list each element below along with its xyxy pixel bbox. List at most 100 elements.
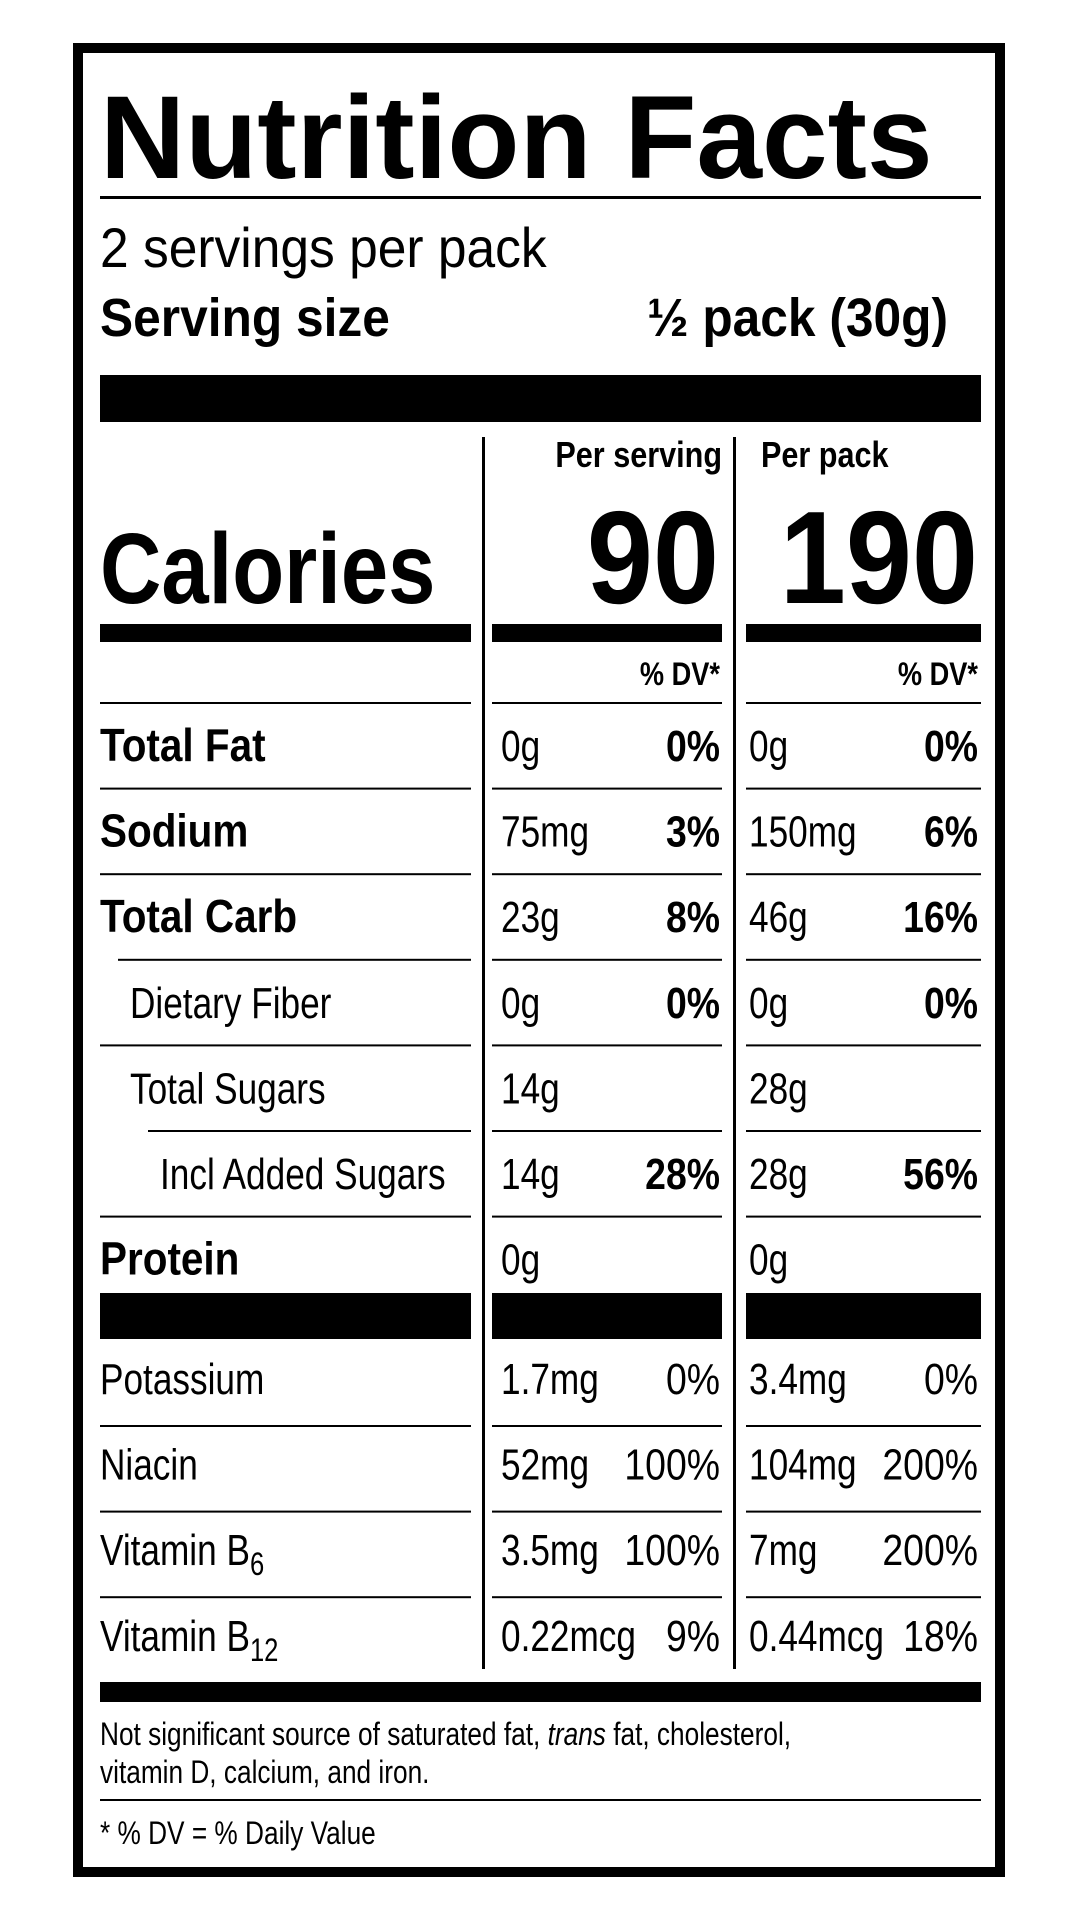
rule <box>746 1425 981 1427</box>
rule <box>100 1510 471 1513</box>
rule <box>492 873 722 876</box>
nutrient-label: Dietary Fiber <box>130 979 331 1028</box>
amount: 46g <box>749 894 808 943</box>
rule <box>492 787 722 790</box>
rule <box>100 1596 471 1599</box>
amount: 52mg <box>501 1441 589 1490</box>
rule <box>100 1425 471 1427</box>
nutrient-label: Potassium <box>100 1355 264 1404</box>
rule <box>100 1044 471 1047</box>
rule <box>746 1596 981 1599</box>
rule <box>746 787 981 790</box>
percent-dv: 3% <box>666 807 720 857</box>
label-subscript: 12 <box>250 1633 278 1668</box>
percent-dv: 100% <box>624 1525 720 1575</box>
nutrient-label: Vitamin B12 <box>100 1612 278 1668</box>
percent-dv: 9% <box>666 1611 720 1661</box>
rule <box>148 1130 471 1132</box>
rule <box>100 787 471 790</box>
label-subscript: 6 <box>250 1548 264 1583</box>
percent-dv: 200% <box>882 1440 978 1490</box>
percent-dv: 8% <box>666 892 720 942</box>
label-text: Vitamin B <box>100 1612 250 1661</box>
nutrient-label: Protein <box>100 1234 239 1285</box>
amount: 0g <box>749 1236 788 1285</box>
label-text: Niacin <box>100 1441 198 1490</box>
amount: 23g <box>501 894 560 943</box>
amount: 28g <box>749 1150 808 1199</box>
calories-value: 190 <box>780 483 978 631</box>
amount: 28g <box>749 1065 808 1114</box>
rule <box>492 1596 722 1599</box>
serving-size-value: ½ pack (30g) <box>647 287 948 347</box>
percent-dv: 18% <box>903 1611 978 1661</box>
rule <box>492 1215 722 1218</box>
column-divider <box>482 437 485 1669</box>
amount: 3.4mg <box>749 1355 847 1404</box>
column-header: Per pack <box>761 436 889 476</box>
rule <box>746 958 981 961</box>
rule <box>492 1044 722 1047</box>
title: Nutrition Facts <box>100 72 933 204</box>
dv-note: * % DV = % Daily Value <box>100 1817 376 1852</box>
amount: 0g <box>501 722 540 771</box>
amount: 7mg <box>749 1527 817 1576</box>
rule <box>746 702 981 704</box>
percent-dv: 0% <box>924 1354 978 1404</box>
rule <box>492 1130 722 1132</box>
calories-label: Calories <box>100 512 435 624</box>
rule <box>100 1215 471 1218</box>
amount: 3.5mg <box>501 1527 599 1576</box>
percent-dv: 0% <box>666 721 720 771</box>
nutrient-label: Incl Added Sugars <box>160 1150 446 1199</box>
rule <box>746 1215 981 1218</box>
footnote: vitamin D, calcium, and iron. <box>100 1756 429 1791</box>
nutrient-label: Total Carb <box>100 892 297 943</box>
serving-size-label: Serving size <box>100 287 390 347</box>
amount: 0.44mcg <box>749 1612 884 1661</box>
amount: 0g <box>501 979 540 1028</box>
rule <box>492 1425 722 1427</box>
rule <box>746 1510 981 1513</box>
rule <box>100 702 471 704</box>
nutrient-label: Total Sugars <box>130 1065 326 1114</box>
amount: 0.22mcg <box>501 1612 636 1661</box>
dv-header: % DV* <box>898 657 978 693</box>
percent-dv: 16% <box>903 892 978 942</box>
amount: 14g <box>501 1065 560 1114</box>
amount: 1.7mg <box>501 1355 599 1404</box>
percent-dv: 100% <box>624 1440 720 1490</box>
nutrient-label: Total Fat <box>100 721 266 772</box>
percent-dv: 200% <box>882 1525 978 1575</box>
rule <box>100 196 981 199</box>
footnote-text: Not significant source of saturated fat, <box>100 1718 548 1753</box>
amount: 0g <box>749 722 788 771</box>
percent-dv: 0% <box>666 978 720 1028</box>
amount: 0g <box>749 979 788 1028</box>
footnote-italic: trans <box>548 1718 607 1753</box>
rule <box>746 1130 981 1132</box>
rule <box>118 958 471 961</box>
label-text: Vitamin B <box>100 1527 250 1576</box>
footnote: Not significant source of saturated fat,… <box>100 1718 791 1753</box>
footnote-text: fat, cholesterol, <box>606 1718 791 1753</box>
percent-dv: 28% <box>645 1149 720 1199</box>
rule <box>100 1799 981 1801</box>
amount: 14g <box>501 1150 560 1199</box>
nutrient-label: Vitamin B6 <box>100 1527 264 1583</box>
rule <box>746 873 981 876</box>
amount: 0g <box>501 1236 540 1285</box>
column-header: Per serving <box>555 436 722 476</box>
percent-dv: 0% <box>666 1354 720 1404</box>
rule <box>492 624 722 642</box>
rule <box>746 624 981 642</box>
rule <box>492 1293 722 1339</box>
rule <box>100 624 471 642</box>
rule <box>100 873 471 876</box>
dv-header: % DV* <box>640 657 720 693</box>
rule <box>746 1293 981 1339</box>
nutrient-label: Niacin <box>100 1441 198 1490</box>
thick-bar <box>100 375 981 422</box>
calories-value: 90 <box>587 483 719 631</box>
